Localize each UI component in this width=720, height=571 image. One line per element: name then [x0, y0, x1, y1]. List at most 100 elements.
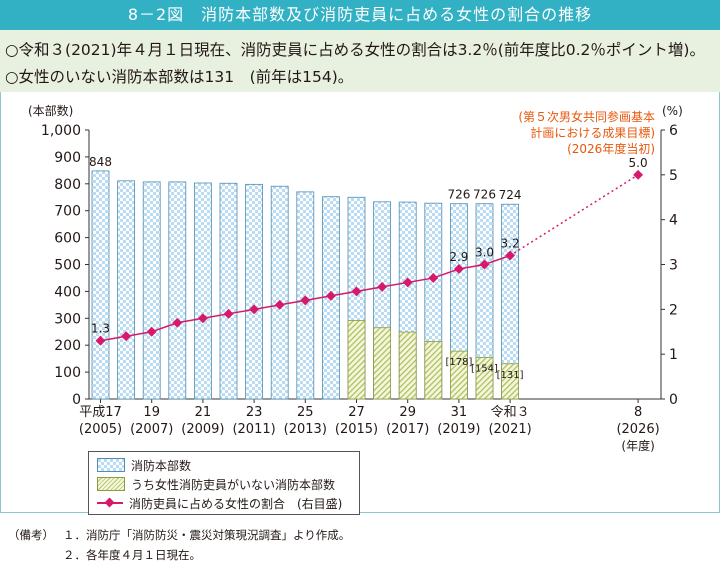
y-left-tick-label: 600 — [54, 231, 81, 247]
ratio-point — [453, 264, 464, 274]
ratio-point — [325, 290, 336, 301]
x-tick-year-label: (2013) — [284, 422, 327, 437]
ratio-point — [300, 295, 311, 306]
y-left-tick-label: 800 — [54, 177, 81, 193]
notes-label: （備考） — [8, 528, 54, 542]
no-women-value-label: [154] — [471, 364, 498, 375]
y-right-tick-label: 0 — [669, 392, 678, 408]
x-tick-year-label: (2005) — [79, 422, 122, 437]
y-left-tick-label: 300 — [54, 311, 81, 327]
bar-no-women — [347, 320, 366, 400]
ratio-point — [377, 281, 388, 292]
x-tick-year-label: (2007) — [130, 422, 173, 437]
legend-label-total: 消防本部数 — [131, 458, 192, 473]
bar-value-label: 726 — [473, 188, 496, 202]
y-right-tick-label: 6 — [669, 123, 678, 139]
no-women-value-label: [178] — [445, 357, 472, 368]
note-2: ２．各年度４月１日現在。 — [8, 547, 350, 567]
y-left-tick-label: 1,000 — [41, 123, 81, 139]
target-annotation-line: 計画における成果目標) — [530, 125, 655, 140]
legend-swatch-blue — [97, 458, 125, 472]
legend-label-ratio: 消防吏員に占める女性の割合 (右目盛) — [129, 496, 343, 511]
x-tick-label: 21 — [195, 405, 212, 420]
target-point — [633, 169, 644, 180]
bar-total — [245, 183, 264, 400]
target-projection-line — [509, 174, 639, 257]
summary-line-2: ○女性のいない消防本部数は131 (前年は154)。 — [5, 68, 354, 86]
y-right-tick-label: 3 — [669, 258, 678, 274]
bar-no-women — [373, 327, 392, 400]
note-1: （備考） １．消防庁「消防防災・震災対策現況調査」より作成。 — [8, 527, 350, 547]
x-tick-label: 27 — [348, 405, 365, 420]
ratio-point — [479, 259, 490, 270]
legend-swatch-green — [97, 477, 125, 491]
ratio-point — [146, 326, 157, 337]
ratio-point — [428, 273, 439, 283]
bar-total — [168, 181, 187, 400]
y-left-tick-label: 700 — [54, 204, 81, 220]
ratio-point — [402, 277, 413, 288]
x-tick-year-label: (2009) — [181, 422, 224, 437]
ratio-point — [249, 304, 260, 315]
ratio-point — [351, 286, 362, 297]
legend-item-total: 消防本部数 — [97, 457, 191, 473]
x-tick-label: 31 — [451, 405, 468, 420]
bar-no-women — [501, 363, 520, 400]
bar-total — [91, 170, 110, 400]
x-tick-year-label: (2011) — [232, 422, 275, 437]
legend: 消防本部数 うち女性消防吏員がいない消防本部数 消防吏員に占める女性の割合 (右… — [88, 451, 360, 515]
no-women-value-label: [131] — [497, 370, 524, 381]
x-tick-year-label: (2026) — [616, 422, 659, 437]
legend-item-no-women: うち女性消防吏員がいない消防本部数 — [97, 476, 335, 492]
y-left-tick-label: 400 — [54, 284, 81, 300]
ratio-value-label: 2.9 — [449, 250, 468, 264]
legend-item-ratio: 消防吏員に占める女性の割合 (右目盛) — [97, 495, 342, 511]
ratio-point — [223, 308, 234, 319]
note-2-text: ２．各年度４月１日現在。 — [63, 548, 201, 562]
figure-title: 8－2図 消防本部数及び消防吏員に占める女性の割合の推移 — [0, 0, 720, 30]
x-tick-year-label: (2019) — [437, 422, 480, 437]
summary-line-1: ○令和３(2021)年４月１日現在、消防吏員に占める女性の割合は3.2％(前年度… — [5, 41, 705, 59]
y-right-tick-label: 5 — [669, 168, 678, 184]
bar-no-women — [475, 357, 494, 400]
y-left-tick-label: 100 — [54, 365, 81, 381]
x-tick-year-label: (2015) — [335, 422, 378, 437]
y-left-tick-label: 200 — [54, 338, 81, 354]
x-tick-label: 23 — [246, 405, 263, 420]
bar-total — [193, 182, 212, 400]
y-left-tick-label: 0 — [72, 392, 81, 408]
axes-layer: 0 100 200 300 400 500 600 700 800 900 1,000 (本部数) 0 1… — [28, 103, 683, 453]
bar-value-label: 724 — [499, 188, 522, 202]
y-right-tick-label: 4 — [669, 213, 678, 229]
target-annotation-line: (第５次男女共同参画基本 — [518, 109, 655, 124]
ratio-point — [172, 317, 183, 328]
target-value-label: 5.0 — [629, 156, 648, 170]
bar-value-label: 848 — [89, 155, 112, 169]
x-tick-year-label: (2017) — [386, 422, 429, 437]
ratio-point — [274, 299, 285, 310]
target-annotation-line: (2026年度当初) — [567, 141, 655, 156]
x-tick-label: 8 — [634, 405, 642, 420]
y-left-tick-label: 900 — [54, 150, 81, 166]
legend-swatch-line — [97, 497, 123, 509]
ratio-point — [197, 313, 208, 324]
bar-value-label: 726 — [447, 188, 470, 202]
summary-box: ○令和３(2021)年４月１日現在、消防吏員に占める女性の割合は3.2％(前年度… — [0, 30, 720, 92]
bar-no-women — [398, 331, 417, 400]
x-axis-unit-label: (年度) — [621, 438, 654, 453]
x-tick-label: 19 — [143, 405, 160, 420]
bar-no-women — [449, 350, 468, 400]
y-left-axis-label: (本部数) — [28, 103, 73, 118]
ratio-value-label: 3.2 — [501, 237, 520, 251]
bar-total — [270, 185, 289, 400]
notes: （備考） １．消防庁「消防防災・震災対策現況調査」より作成。 ２．各年度４月１日現… — [8, 527, 350, 567]
x-tick-label: 29 — [399, 405, 416, 420]
x-tick-label: 令和３ — [491, 405, 530, 420]
bar-total — [142, 181, 161, 400]
x-tick-label: 25 — [297, 405, 314, 420]
bar-no-women — [424, 341, 443, 400]
ratio-value-label: 1.3 — [91, 322, 110, 336]
ratio-value-label: 3.0 — [475, 246, 494, 260]
y-left-tick-label: 500 — [54, 258, 81, 274]
